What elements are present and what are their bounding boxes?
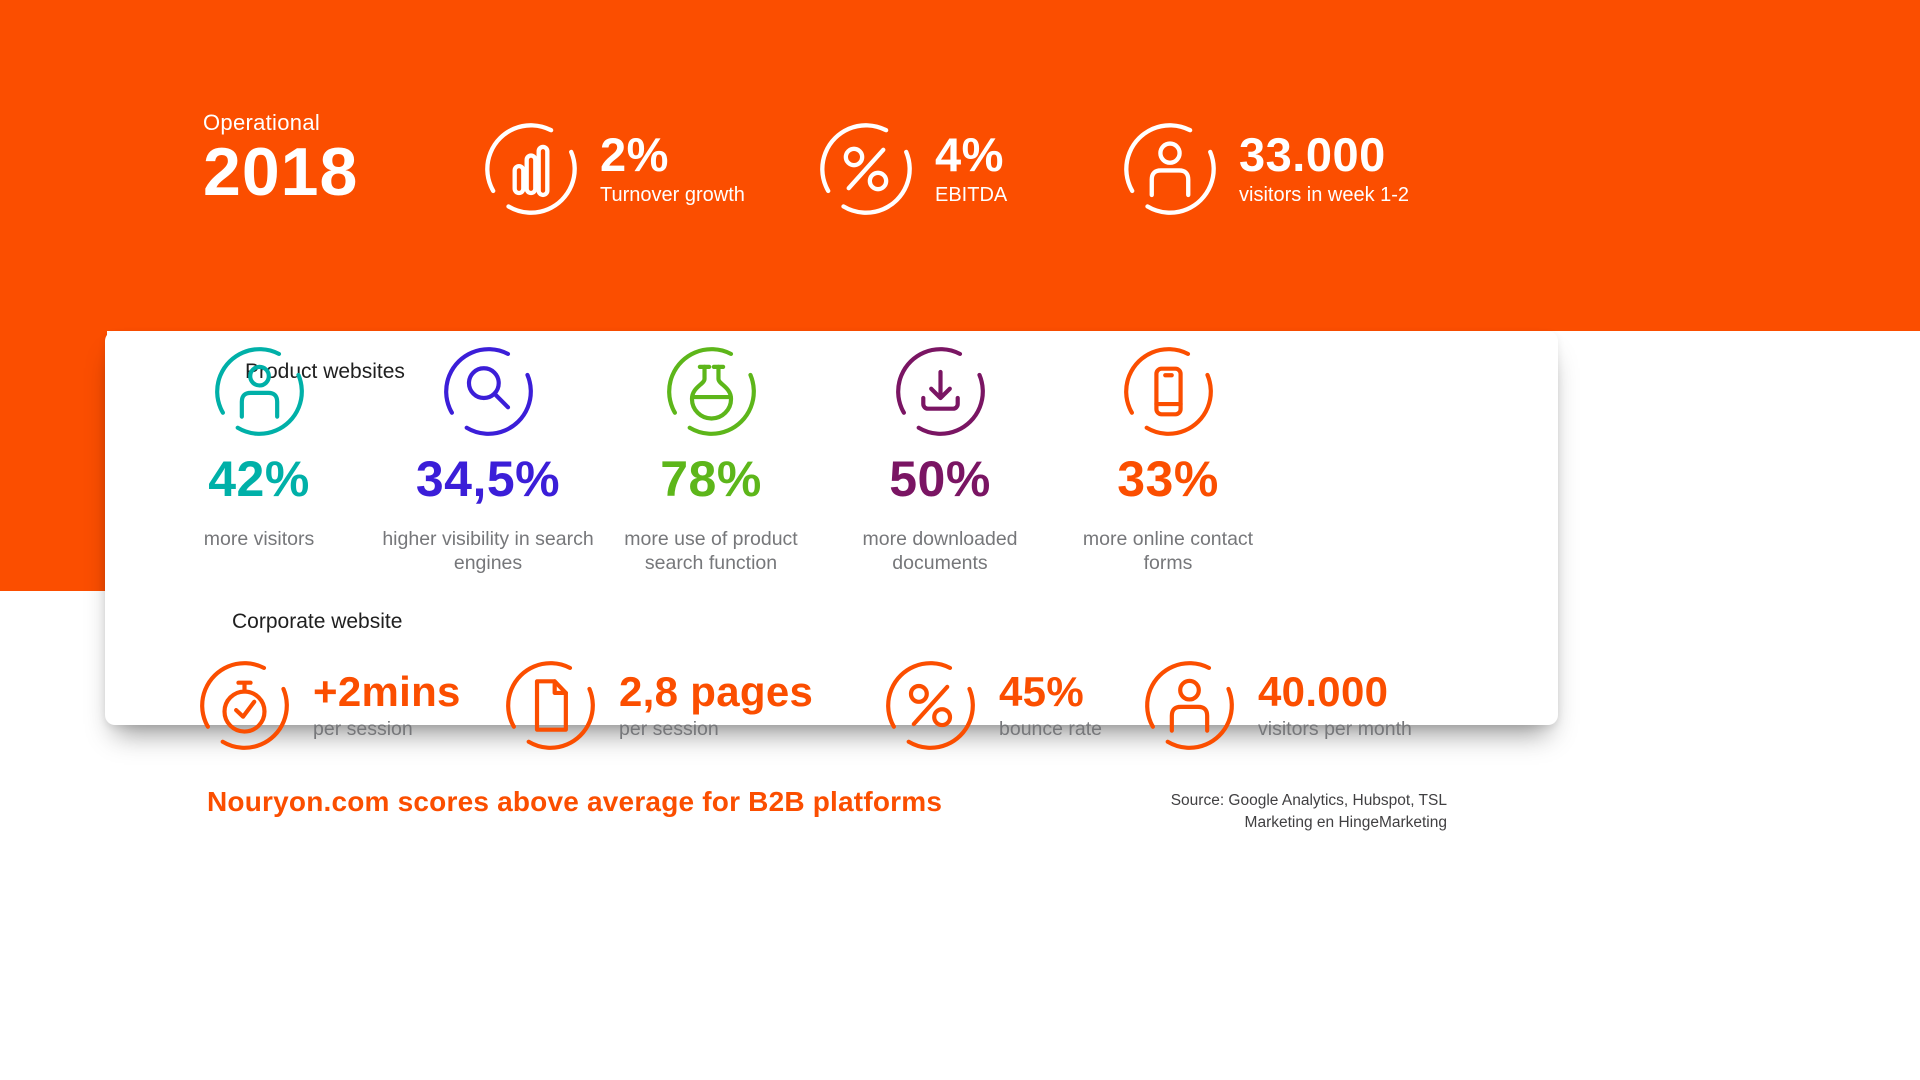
stat-label: per session xyxy=(619,718,719,741)
stat-label: per session xyxy=(313,718,413,741)
header-stat-ebitda: 4% EBITDA xyxy=(818,121,1007,217)
flask-icon xyxy=(665,345,758,438)
person-icon xyxy=(1143,659,1236,752)
source-attribution: Source: Google Analytics, Hubspot, TSL M… xyxy=(1171,790,1447,833)
stopwatch-icon xyxy=(198,659,291,752)
download-icon xyxy=(894,345,987,438)
stat-value: 2,8 pages xyxy=(619,667,814,715)
document-icon xyxy=(504,659,597,752)
product-websites-title: Product websites xyxy=(245,360,405,383)
stat-value: 40.000 xyxy=(1258,667,1389,715)
corporate-stat-session-time: +2mins per session xyxy=(198,659,461,752)
product-stat-visitors: 42% more visitors xyxy=(139,345,379,551)
header-title-block: Operational 2018 xyxy=(203,110,358,207)
stat-value: 34,5% xyxy=(415,451,561,507)
product-stat-search: 78% more use of product search function xyxy=(591,345,831,575)
percent-icon xyxy=(818,121,914,217)
stat-value: 78% xyxy=(660,451,762,507)
stat-value: 50% xyxy=(889,451,991,507)
stat-value: 33.000 xyxy=(1239,127,1386,181)
stat-label: Turnover growth xyxy=(600,184,745,207)
product-websites-card: Product websites 42% more visitors xyxy=(105,331,1558,725)
stat-value: 2% xyxy=(600,127,669,181)
stat-value: 42% xyxy=(208,451,310,507)
stat-label: higher visibility in search engines xyxy=(382,528,594,575)
highlight-statement: Nouryon.com scores above average for B2B… xyxy=(207,786,943,817)
person-icon xyxy=(213,345,306,438)
product-stat-downloads: 50% more downloaded documents xyxy=(820,345,1060,575)
stat-label: bounce rate xyxy=(999,718,1102,741)
source-line-2: Marketing en HingeMarketing xyxy=(1244,813,1447,831)
stat-text: 33.000 visitors in week 1-2 xyxy=(1239,127,1410,208)
corporate-stat-pages: 2,8 pages per session xyxy=(504,659,813,752)
stat-label: EBITDA xyxy=(935,184,1008,207)
stat-label: more use of product search function xyxy=(624,528,798,575)
stat-text: 4% EBITDA xyxy=(935,127,1008,208)
source-line-1: Source: Google Analytics, Hubspot, TSL xyxy=(1170,792,1447,809)
stat-value: 4% xyxy=(935,127,1004,181)
product-stat-visibility: 34,5% higher visibility in search engine… xyxy=(368,345,608,575)
product-stat-contact-forms: 33% more online contact forms xyxy=(1048,345,1288,575)
header-year: 2018 xyxy=(203,134,359,210)
stat-value: +2mins xyxy=(313,667,461,715)
header-stat-visitors: 33.000 visitors in week 1-2 xyxy=(1122,121,1409,217)
phone-icon xyxy=(1122,345,1215,438)
header-stat-turnover: 2% Turnover growth xyxy=(483,121,745,217)
stat-label: more downloaded documents xyxy=(862,528,1018,575)
stat-text: 2% Turnover growth xyxy=(600,127,745,208)
person-icon xyxy=(1122,121,1218,217)
stat-label: more online contact forms xyxy=(1082,528,1254,575)
left-accent-strip xyxy=(0,0,107,591)
bar-chart-icon xyxy=(483,121,579,217)
stat-label: visitors per month xyxy=(1258,718,1412,741)
magnifier-icon xyxy=(442,345,535,438)
stat-text: 45% bounce rate xyxy=(999,667,1102,741)
stat-label: visitors in week 1-2 xyxy=(1239,184,1410,207)
stat-text: 40.000 visitors per month xyxy=(1258,667,1412,741)
corporate-stat-bounce-rate: 45% bounce rate xyxy=(884,659,1102,752)
stat-text: +2mins per session xyxy=(313,667,461,741)
corporate-stat-monthly-visitors: 40.000 visitors per month xyxy=(1143,659,1412,752)
corporate-website-title: Corporate website xyxy=(232,610,403,633)
stat-text: 2,8 pages per session xyxy=(619,667,814,741)
header-banner xyxy=(0,0,1920,331)
stat-value: 33% xyxy=(1117,451,1219,507)
stat-label: more visitors xyxy=(203,528,315,550)
stat-value: 45% xyxy=(999,667,1084,715)
header-eyebrow: Operational xyxy=(203,110,321,135)
percent-icon xyxy=(884,659,977,752)
